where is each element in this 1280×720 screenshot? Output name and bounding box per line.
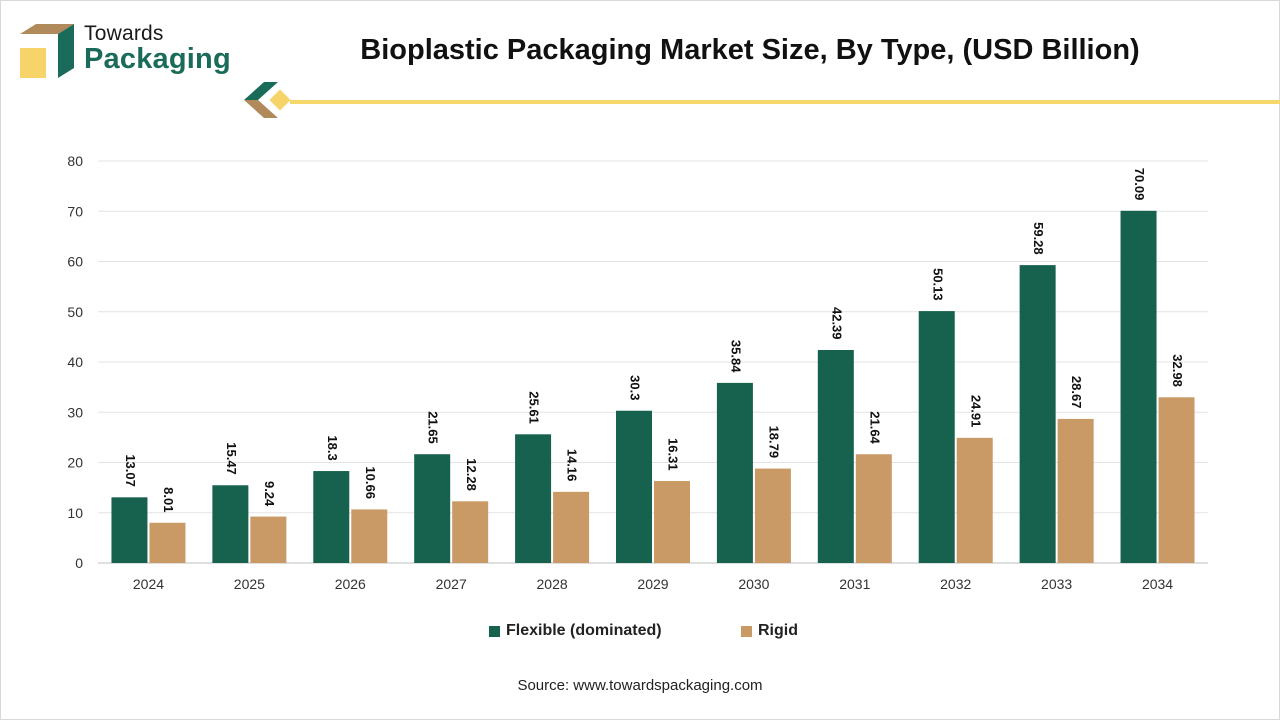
data-label: 30.3 xyxy=(628,375,643,400)
x-tick-label: 2024 xyxy=(133,576,164,592)
y-tick-label: 30 xyxy=(67,404,83,420)
data-label: 8.01 xyxy=(161,487,176,512)
logo-text-towards: Towards xyxy=(84,22,164,45)
bar-flexible xyxy=(212,485,249,563)
bar-flexible xyxy=(918,311,955,563)
y-tick-label: 10 xyxy=(67,505,83,521)
source-text: Source: www.towardspackaging.com xyxy=(517,677,763,694)
y-tick-label: 60 xyxy=(67,254,83,270)
y-tick-label: 0 xyxy=(75,555,83,571)
legend-swatch-flexible xyxy=(489,625,500,637)
bar-rigid xyxy=(956,437,993,563)
data-label: 24.91 xyxy=(968,395,983,428)
bar-rigid xyxy=(553,491,590,563)
logo-text-packaging: Packaging xyxy=(84,43,231,75)
data-label: 21.64 xyxy=(867,411,882,444)
legend-label-flexible: Flexible (dominated) xyxy=(506,622,662,639)
page-title: Bioplastic Packaging Market Size, By Typ… xyxy=(360,34,1140,66)
data-label: 50.13 xyxy=(930,268,945,301)
divider-line xyxy=(290,100,1280,104)
data-label: 10.66 xyxy=(363,466,378,499)
bar-flexible xyxy=(515,434,552,563)
bar-rigid xyxy=(1057,418,1094,563)
bar-flexible xyxy=(313,471,350,563)
data-label: 70.09 xyxy=(1132,168,1147,201)
y-tick-label: 20 xyxy=(67,455,83,471)
x-tick-label: 2033 xyxy=(1041,576,1072,592)
y-tick-label: 80 xyxy=(67,153,83,169)
legend-label-rigid: Rigid xyxy=(758,622,798,639)
x-tick-label: 2031 xyxy=(839,576,870,592)
data-label: 28.67 xyxy=(1069,376,1084,409)
data-label: 9.24 xyxy=(262,481,277,507)
bar-rigid xyxy=(855,454,892,563)
bar-rigid xyxy=(452,501,489,563)
box-logo-icon xyxy=(20,24,74,78)
data-label: 25.61 xyxy=(527,391,542,424)
bar-rigid xyxy=(149,522,186,563)
bar-rigid xyxy=(250,516,287,563)
bar-rigid xyxy=(1158,397,1195,563)
data-label: 13.07 xyxy=(123,454,138,487)
x-tick-label: 2034 xyxy=(1142,576,1173,592)
x-tick-label: 2026 xyxy=(335,576,366,592)
bar-flexible xyxy=(616,410,652,563)
y-tick-label: 50 xyxy=(67,304,83,320)
data-label: 14.16 xyxy=(565,449,580,482)
bar-rigid xyxy=(654,481,690,563)
bar-flexible xyxy=(716,382,753,563)
x-tick-label: 2032 xyxy=(940,576,971,592)
bar-flexible xyxy=(1120,210,1157,564)
x-tick-label: 2028 xyxy=(537,576,568,592)
x-tick-label: 2029 xyxy=(637,576,668,592)
data-label: 59.28 xyxy=(1031,222,1046,255)
x-tick-label: 2030 xyxy=(738,576,769,592)
data-label: 32.98 xyxy=(1170,354,1185,387)
y-tick-label: 40 xyxy=(67,354,83,370)
bar-flexible xyxy=(111,497,148,563)
data-label: 21.65 xyxy=(426,411,441,444)
y-tick-label: 70 xyxy=(67,203,83,219)
bar-rigid xyxy=(351,509,388,563)
bar-flexible xyxy=(1019,265,1056,563)
legend: Flexible (dominated) Rigid xyxy=(0,622,1280,644)
legend-swatch-rigid xyxy=(741,625,752,637)
data-label: 16.31 xyxy=(666,438,681,471)
data-label: 18.3 xyxy=(325,435,340,460)
logo: Towards Packaging xyxy=(16,18,246,84)
data-label: 15.47 xyxy=(224,442,239,475)
data-label: 42.39 xyxy=(829,307,844,340)
x-tick-label: 2027 xyxy=(436,576,467,592)
bar-flexible xyxy=(414,454,451,563)
x-tick-label: 2025 xyxy=(234,576,265,592)
data-label: 12.28 xyxy=(464,458,479,491)
legend-item-rigid: Rigid xyxy=(741,622,798,640)
bar-rigid xyxy=(754,468,791,563)
data-label: 35.84 xyxy=(728,340,743,373)
legend-item-flexible: Flexible (dominated) xyxy=(489,622,662,640)
bar-flexible xyxy=(817,349,854,563)
data-label: 18.79 xyxy=(766,426,781,459)
